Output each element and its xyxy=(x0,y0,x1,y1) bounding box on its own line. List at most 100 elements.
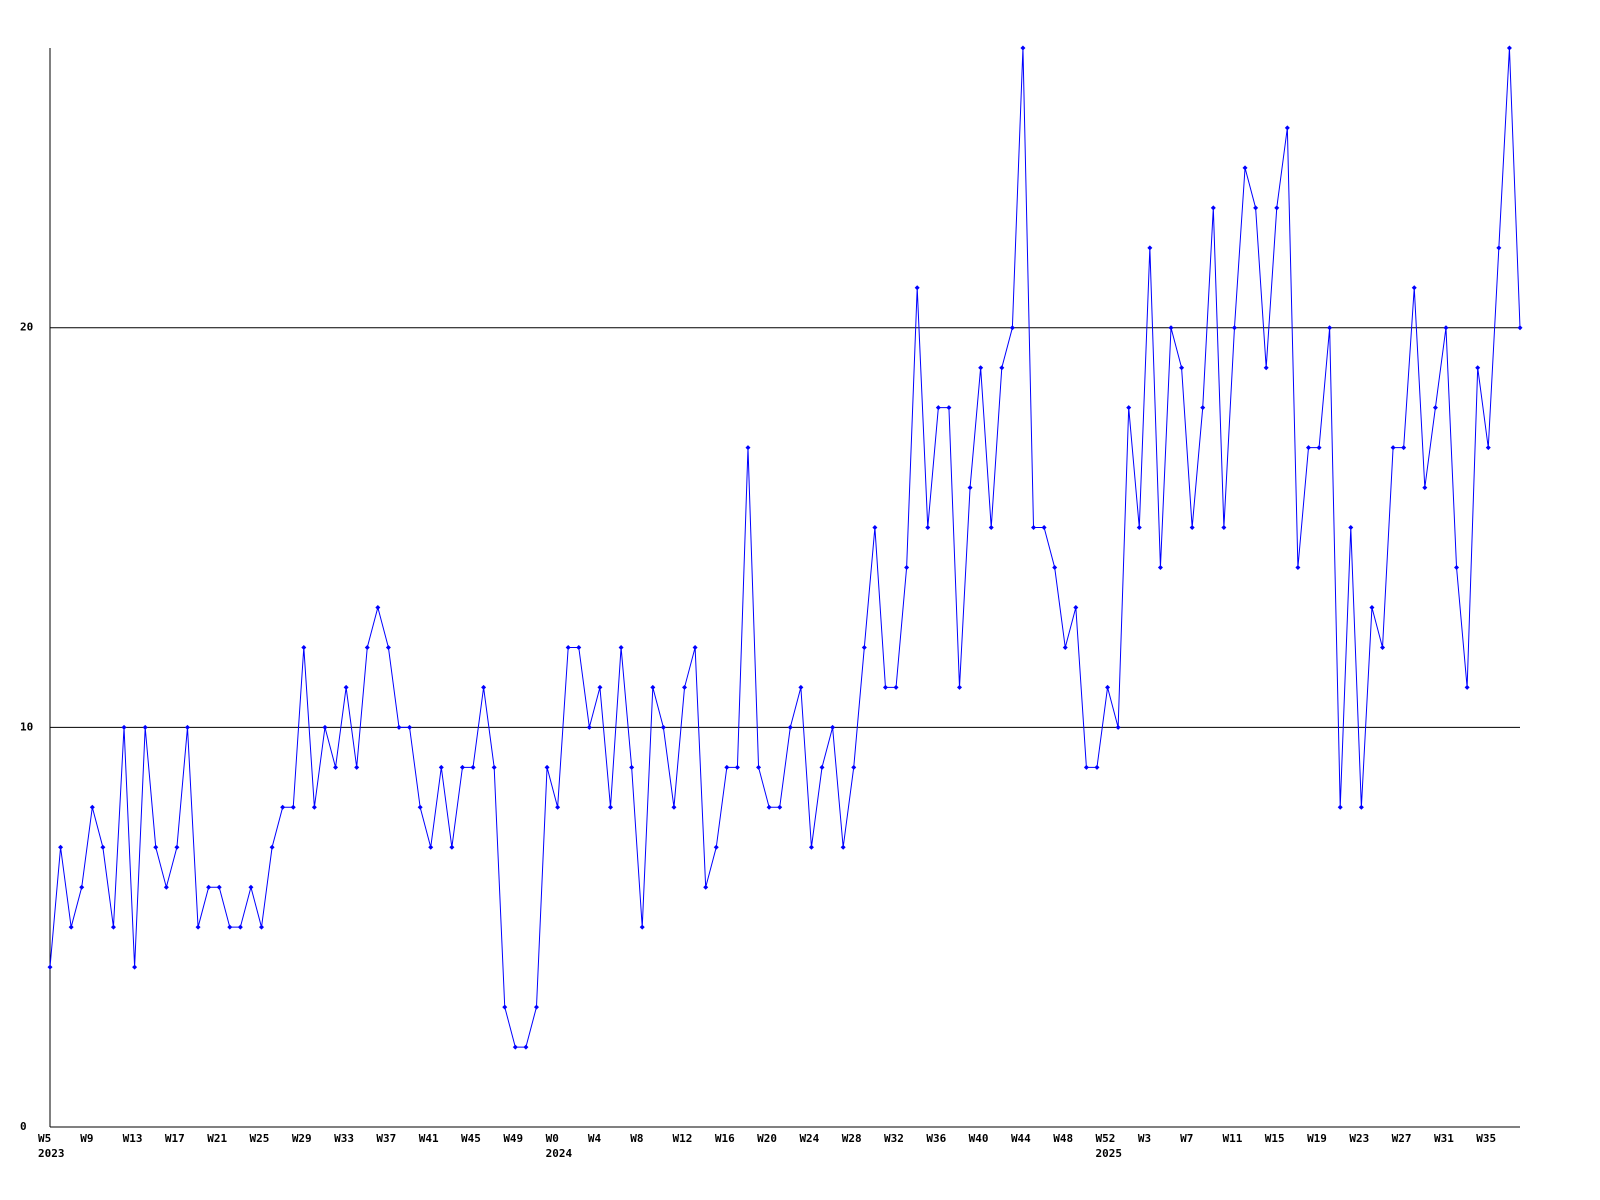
data-point xyxy=(629,764,635,770)
data-point xyxy=(1179,365,1185,371)
data-point xyxy=(1369,604,1375,610)
x-tick-label: W8 xyxy=(630,1132,643,1145)
data-point xyxy=(882,684,888,690)
data-point xyxy=(269,844,275,850)
data-point xyxy=(988,525,994,531)
data-line xyxy=(49,47,1521,1048)
data-point xyxy=(1380,644,1386,650)
data-point xyxy=(100,844,106,850)
data-point xyxy=(396,724,402,730)
data-point xyxy=(819,764,825,770)
data-point xyxy=(449,844,455,850)
x-tick-label: W52 xyxy=(1096,1132,1116,1145)
data-point xyxy=(618,644,624,650)
x-tick-label: W44 xyxy=(1011,1132,1031,1145)
data-point xyxy=(79,884,85,890)
data-point xyxy=(47,964,53,970)
data-point xyxy=(153,844,159,850)
x-tick-label: W21 xyxy=(207,1132,227,1145)
data-point xyxy=(576,644,582,650)
data-point xyxy=(872,525,878,531)
x-tick-label: W15 xyxy=(1265,1132,1285,1145)
data-point xyxy=(914,285,920,291)
data-point xyxy=(301,644,307,650)
data-point xyxy=(1485,445,1491,451)
data-point xyxy=(840,844,846,850)
data-point xyxy=(491,764,497,770)
data-point xyxy=(1390,445,1396,451)
year-label: 2024 xyxy=(546,1147,573,1160)
x-tick-label: W7 xyxy=(1180,1132,1193,1145)
data-point xyxy=(58,844,64,850)
y-tick-label: 0 xyxy=(20,1120,27,1133)
data-point xyxy=(174,844,180,850)
data-point xyxy=(734,764,740,770)
data-point xyxy=(777,804,783,810)
data-point xyxy=(1506,45,1512,51)
x-tick-label: W37 xyxy=(376,1132,396,1145)
data-point xyxy=(851,764,857,770)
data-point xyxy=(248,884,254,890)
data-point xyxy=(375,604,381,610)
x-tick-label: W28 xyxy=(842,1132,862,1145)
data-point xyxy=(586,724,592,730)
data-point xyxy=(1157,565,1163,571)
data-point xyxy=(544,764,550,770)
data-point xyxy=(121,724,127,730)
y-tick-label: 10 xyxy=(20,720,33,733)
data-point xyxy=(1073,604,1079,610)
data-point xyxy=(184,724,190,730)
data-point xyxy=(1115,724,1121,730)
data-point xyxy=(756,764,762,770)
x-tick-label: W23 xyxy=(1349,1132,1369,1145)
x-tick-label: W27 xyxy=(1392,1132,1412,1145)
data-point xyxy=(290,804,296,810)
data-point xyxy=(1284,125,1290,131)
data-point xyxy=(1126,405,1132,411)
data-point xyxy=(956,684,962,690)
data-point xyxy=(1295,565,1301,571)
data-point xyxy=(470,764,476,770)
data-point xyxy=(639,924,645,930)
data-point xyxy=(68,924,74,930)
data-point xyxy=(999,365,1005,371)
data-point xyxy=(1253,205,1259,211)
data-point xyxy=(1052,565,1058,571)
data-point xyxy=(713,844,719,850)
data-point xyxy=(1136,525,1142,531)
data-point xyxy=(1041,525,1047,531)
data-point xyxy=(1189,525,1195,531)
data-point xyxy=(1411,285,1417,291)
data-point xyxy=(407,724,413,730)
x-tick-label: W20 xyxy=(757,1132,777,1145)
data-point xyxy=(1496,245,1502,251)
x-tick-label: W32 xyxy=(884,1132,904,1145)
data-point xyxy=(1305,445,1311,451)
data-point xyxy=(502,1004,508,1010)
data-point xyxy=(385,644,391,650)
data-point xyxy=(808,844,814,850)
data-point xyxy=(1316,445,1322,451)
x-tick-label: W41 xyxy=(419,1132,439,1145)
data-point xyxy=(608,804,614,810)
data-point xyxy=(459,764,465,770)
data-point xyxy=(1464,684,1470,690)
x-tick-label: W31 xyxy=(1434,1132,1454,1145)
data-point xyxy=(428,844,434,850)
data-point xyxy=(1009,325,1015,331)
x-tick-label: W45 xyxy=(461,1132,481,1145)
data-point xyxy=(206,884,212,890)
data-point xyxy=(438,764,444,770)
data-point xyxy=(745,445,751,451)
data-point xyxy=(1147,245,1153,251)
y-tick-label: 20 xyxy=(20,321,33,334)
data-point xyxy=(216,884,222,890)
data-point xyxy=(533,1004,539,1010)
data-point xyxy=(660,724,666,730)
data-point xyxy=(967,485,973,491)
data-point xyxy=(671,804,677,810)
data-point xyxy=(1348,525,1354,531)
data-point xyxy=(1168,325,1174,331)
x-tick-label: W11 xyxy=(1222,1132,1242,1145)
